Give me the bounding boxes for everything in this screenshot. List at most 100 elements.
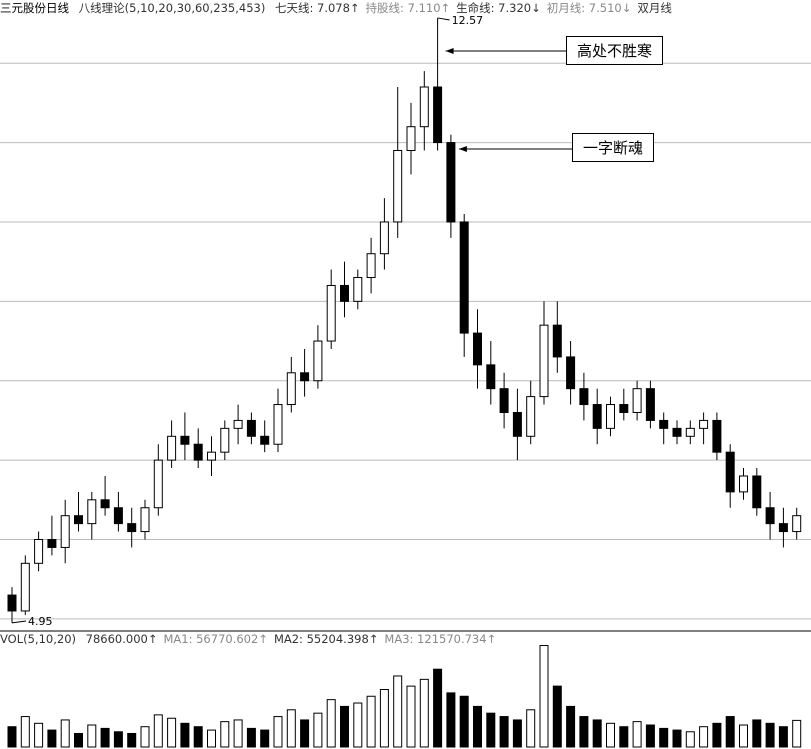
- volume-bar: [752, 719, 762, 748]
- volume-bar: [473, 705, 482, 748]
- header-label: MA2: 55204.398↑: [273, 632, 379, 646]
- volume-bar: [273, 716, 283, 748]
- candle-body: [778, 523, 788, 533]
- candle-body: [473, 332, 482, 366]
- volume-bar: [353, 702, 363, 748]
- header-label: 生命线: 7.320↓: [456, 1, 541, 15]
- header-label: 持股线: 7.110↑: [365, 1, 451, 15]
- volume-bar: [792, 719, 802, 748]
- max-label: 12.57: [452, 14, 484, 27]
- subtitle: 八线理论(5,10,20,30,60,235,453): [78, 1, 266, 15]
- volume-bar: [207, 729, 216, 748]
- volume-bar: [366, 695, 376, 748]
- candle-body: [140, 507, 150, 533]
- volume-bar: [446, 692, 456, 748]
- volume-bar: [499, 716, 509, 748]
- volume-bar: [672, 729, 682, 748]
- candle-body: [193, 443, 203, 461]
- candle-body: [180, 435, 190, 445]
- candle-body: [512, 411, 522, 437]
- candle-body: [552, 324, 562, 358]
- candle-body: [34, 539, 44, 564]
- candle-body: [20, 562, 30, 612]
- candle-body: [486, 364, 496, 390]
- candle-body: [366, 253, 376, 279]
- volume-labels: 78660.000↑ MA1: 56770.602↑ MA2: 55204.398↑…: [86, 632, 503, 646]
- candle-body: [113, 507, 123, 525]
- header-label: 初月线: 7.510↓: [546, 1, 632, 15]
- volume-bar: [606, 722, 615, 748]
- volume-bar: [778, 726, 788, 748]
- candle-body: [300, 372, 310, 382]
- candle-body: [566, 356, 576, 390]
- stock-title: 三元股份日线: [0, 1, 69, 15]
- candle-body: [260, 435, 270, 445]
- volume-bar: [180, 722, 190, 748]
- header-label: MA3: 121570.734↑: [384, 632, 497, 646]
- min-pointer: [11, 620, 27, 624]
- candle-body: [273, 404, 283, 445]
- volume-bar: [220, 721, 230, 748]
- volume-bar: [140, 726, 150, 748]
- candle-body: [765, 507, 775, 525]
- annotation: 高处不胜寒: [566, 36, 664, 65]
- volume-bar: [379, 689, 389, 748]
- candle-body: [47, 539, 57, 548]
- candle-body: [153, 459, 163, 509]
- header-label: 七天线: 7.078↑: [274, 1, 360, 15]
- volume-bar: [579, 716, 589, 748]
- header-label: 78660.000↑: [85, 632, 158, 646]
- candle-body: [446, 142, 456, 223]
- candle-body: [579, 388, 589, 406]
- indicators: 七天线: 7.078↑ 持股线: 7.110↑ 生命线: 7.320↓ 初月线: 7.…: [275, 1, 678, 15]
- volume-bar: [87, 724, 97, 748]
- volume-bar: [645, 724, 655, 748]
- volume-bar: [246, 727, 256, 748]
- candle-body: [725, 451, 735, 493]
- candle-body: [419, 86, 429, 128]
- volume-bar: [699, 726, 709, 748]
- candle-body: [632, 388, 642, 413]
- candle-body: [220, 427, 230, 453]
- volume-bar: [619, 726, 629, 748]
- volume-bar: [286, 709, 296, 748]
- volume-bar: [313, 712, 323, 748]
- volume-bar: [765, 722, 775, 748]
- candle-body: [685, 427, 695, 437]
- candle-body: [60, 515, 70, 548]
- candle-body: [87, 499, 97, 525]
- volume-bar: [100, 727, 110, 748]
- volume-bar: [552, 685, 562, 748]
- annotation: 一字断魂: [572, 133, 655, 162]
- candle-body: [233, 419, 243, 429]
- candle-body: [672, 427, 682, 437]
- candle-body: [606, 404, 615, 429]
- volume-bar: [127, 732, 137, 748]
- volume-bar: [566, 705, 576, 748]
- candle-body: [792, 515, 802, 533]
- volume-bar: [632, 721, 642, 748]
- candle-body: [100, 499, 110, 509]
- arrow-head: [445, 48, 454, 54]
- candle-body: [459, 221, 469, 334]
- volume-bar: [459, 695, 469, 748]
- volume-bar: [153, 714, 163, 748]
- arrow-head: [458, 146, 467, 152]
- candle-body: [74, 515, 83, 525]
- volume-bar: [685, 731, 695, 748]
- header-label: 双月线: [637, 1, 672, 15]
- volume-bar: [7, 726, 17, 748]
- volume-bar: [406, 685, 416, 748]
- header-label: MA1: 56770.602↑: [163, 632, 268, 646]
- volume-title: VOL(5,10,20): [0, 632, 76, 646]
- volume-bar: [486, 712, 496, 748]
- candle-body: [712, 419, 722, 453]
- candle-body: [326, 284, 336, 342]
- min-label: 4.95: [28, 615, 53, 628]
- volume-bar: [739, 724, 748, 748]
- candle-body: [353, 277, 363, 302]
- volume-bar: [326, 699, 336, 748]
- candle-body: [313, 340, 323, 382]
- volume-bar: [74, 732, 83, 748]
